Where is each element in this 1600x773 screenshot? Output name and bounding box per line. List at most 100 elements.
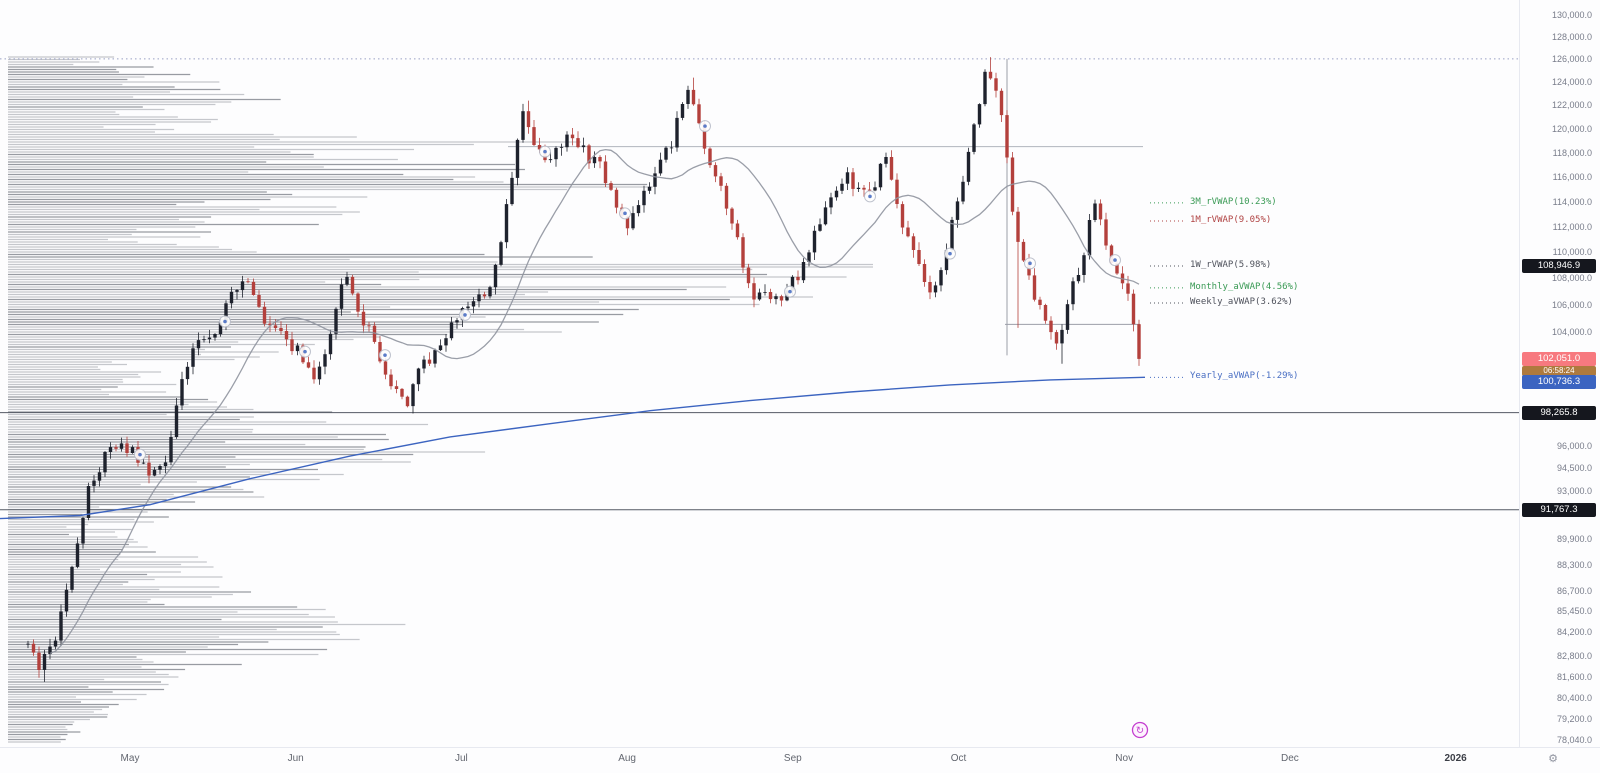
candle-body	[790, 276, 795, 291]
candle-body	[642, 190, 646, 206]
candle-body	[680, 104, 685, 118]
candle-body	[559, 147, 564, 148]
price-tick-label: 89,900.0	[1556, 534, 1592, 544]
candle-body	[42, 653, 47, 670]
price-tick-label: 106,000.0	[1551, 300, 1592, 310]
vwap-anchor-dot	[138, 452, 142, 457]
price-tick-label: 84,200.0	[1556, 627, 1592, 638]
candle-body	[917, 250, 921, 264]
candle-body	[598, 157, 602, 162]
candle-body	[548, 159, 553, 161]
candle-body	[394, 386, 399, 389]
candle-body	[367, 325, 371, 327]
indicator-label[interactable]: Monthly_aVWAP(4.56%)	[1190, 281, 1299, 292]
candle-body	[477, 294, 481, 302]
candle-body	[273, 325, 278, 329]
candle-body	[31, 643, 36, 653]
candle-body	[504, 204, 509, 243]
price-tick-label: 80,400.0	[1556, 692, 1592, 703]
candle-body	[675, 117, 679, 148]
price-tick-label: 122,000.0	[1551, 100, 1592, 111]
candle-body	[213, 334, 217, 338]
indicator-label[interactable]: 3M_rVWAP(10.23%)	[1190, 196, 1277, 207]
candle-body	[818, 224, 822, 231]
candle-body	[482, 294, 487, 297]
candle-body	[1049, 320, 1053, 333]
candle-body	[53, 640, 58, 647]
candle-body	[1126, 283, 1130, 294]
candle-body	[59, 611, 63, 641]
candle-body	[345, 276, 349, 285]
candle-body	[438, 345, 443, 351]
candle-body	[471, 301, 476, 307]
time-tick-label: 2026	[1444, 753, 1467, 764]
price-axis[interactable]: 130,000.0 128,000.0 126,000.0 124,000.0 122,…	[1519, 0, 1600, 748]
time-tick-label: Jun	[287, 753, 304, 764]
price-tick-label: 96,000.0	[1556, 440, 1592, 451]
candle-body	[284, 331, 289, 340]
candle-body	[994, 78, 998, 91]
candle-body	[466, 306, 470, 309]
candle-body	[257, 295, 261, 307]
candle-body	[581, 145, 586, 148]
chart-canvas[interactable]: ↻	[0, 0, 1520, 748]
price-tick-label: 79,200.0	[1556, 714, 1592, 724]
candle-body	[636, 205, 641, 214]
candle-body	[554, 147, 558, 160]
candle-body	[317, 366, 322, 380]
candle-body	[532, 127, 536, 145]
time-tick-label: Sep	[783, 753, 802, 764]
candle-body	[185, 366, 190, 380]
candle-body	[499, 242, 503, 265]
candle-body	[955, 201, 960, 220]
price-tick-label: 118,000.0	[1552, 147, 1592, 158]
vwap-anchor-dot	[788, 289, 792, 294]
price-tick-label: 94,500.0	[1556, 463, 1592, 474]
vwap-anchor-dot	[463, 313, 467, 317]
candle-body	[383, 361, 388, 375]
candle-body	[488, 287, 492, 297]
indicator-label[interactable]: 1W_rVWAP(5.98%)	[1190, 259, 1272, 270]
candle-body	[169, 437, 173, 463]
drawings	[0, 58, 1520, 511]
event-marker-icon[interactable]	[1131, 721, 1149, 739]
indicator-label[interactable]: 1M_rVWAP(9.05%)	[1190, 215, 1272, 226]
candle-body	[114, 447, 118, 449]
candle-body	[603, 161, 608, 184]
indicator-label[interactable]: Yearly_aVWAP(-1.29%)	[1190, 371, 1299, 382]
candle-body	[845, 172, 850, 184]
candle-body	[312, 367, 316, 380]
candle-body	[191, 348, 195, 367]
candle-body	[977, 104, 982, 125]
candle-body	[378, 342, 382, 362]
candle-body	[961, 181, 965, 202]
candle-body	[449, 322, 454, 339]
candle-body	[224, 303, 228, 323]
candle-body	[911, 236, 916, 250]
candle-body	[174, 405, 179, 437]
axis-settings-icon[interactable]: ⚙	[1548, 753, 1558, 765]
candle-body	[834, 190, 839, 198]
candle-body	[735, 223, 740, 238]
vwap-anchor-dot	[223, 319, 227, 324]
candle-body	[565, 134, 569, 148]
candle-body	[64, 589, 69, 612]
candle-body	[1098, 203, 1103, 220]
candle-body	[867, 189, 872, 191]
indicator-label[interactable]: Weekly_aVWAP(3.62%)	[1190, 296, 1293, 307]
candle-body	[950, 219, 954, 251]
price-tick-label: 124,000.0	[1551, 77, 1592, 88]
candle-body	[631, 213, 635, 229]
price-tick-label: 86,700.0	[1556, 585, 1592, 596]
time-axis[interactable]: ⚙ May Jun Jul Aug Sep Oct Nov Dec 2026	[0, 747, 1600, 773]
candle-body	[587, 145, 591, 164]
candle-body	[741, 237, 745, 268]
candle-body	[966, 151, 971, 182]
candle-body	[323, 354, 327, 367]
candle-body	[152, 469, 157, 476]
candle-body	[933, 285, 938, 293]
candle-body	[202, 339, 206, 341]
candle-body	[141, 462, 146, 464]
candle-body	[405, 396, 410, 407]
